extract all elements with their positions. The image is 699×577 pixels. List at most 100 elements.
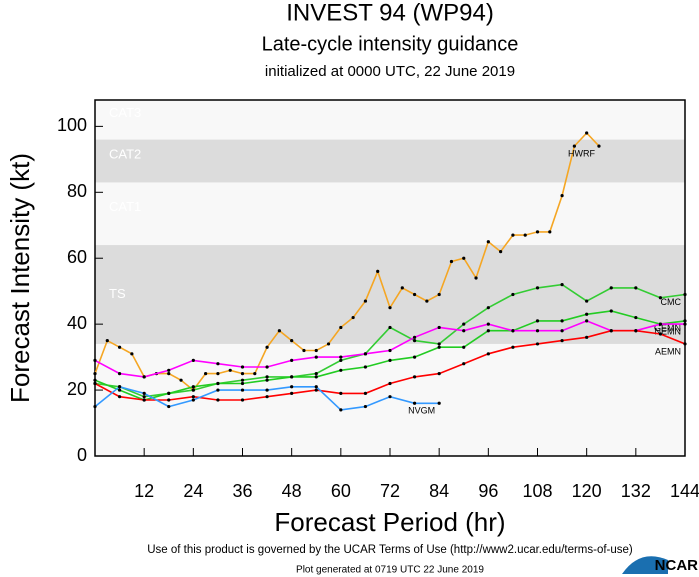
data-point (339, 358, 343, 363)
data-point (339, 368, 343, 372)
band-label: CAT3 (109, 105, 141, 120)
data-point (609, 329, 613, 333)
x-tick-label: 12 (134, 481, 154, 501)
data-point (290, 385, 294, 389)
data-point (412, 339, 417, 343)
data-point (265, 345, 269, 349)
data-point (511, 292, 515, 297)
intensity-band (95, 245, 685, 344)
data-point (93, 378, 97, 382)
data-point (265, 378, 269, 382)
data-point (437, 401, 441, 405)
data-point (142, 398, 146, 402)
series-label: NVGM (408, 406, 435, 416)
data-point (339, 325, 343, 330)
data-point (388, 348, 392, 353)
data-point (474, 276, 478, 280)
data-point (683, 319, 687, 323)
data-point (462, 329, 466, 333)
data-point (511, 345, 515, 349)
data-point (314, 375, 318, 379)
data-point (339, 408, 343, 412)
data-point (290, 391, 294, 395)
data-point (511, 329, 515, 333)
data-point (290, 339, 294, 343)
data-point (437, 371, 441, 376)
data-point (302, 348, 306, 353)
data-point (388, 358, 392, 363)
x-axis-title: Forecast Period (hr) (274, 507, 505, 537)
intensity-band (95, 139, 685, 183)
data-point (290, 375, 294, 379)
data-point (363, 404, 368, 409)
y-tick-label: 20 (67, 379, 87, 399)
band-label: CAT1 (109, 199, 141, 214)
series-label: AEMN (655, 346, 681, 356)
data-point (585, 335, 589, 339)
data-point (167, 404, 171, 409)
data-point (412, 355, 417, 359)
data-point (634, 315, 638, 320)
x-tick-label: 84 (429, 481, 449, 501)
series-line (94, 131, 600, 392)
data-point (240, 398, 245, 402)
data-point (167, 391, 171, 395)
data-point (535, 286, 540, 290)
logo-mark (622, 556, 668, 574)
y-tick-label: 0 (77, 445, 87, 465)
data-point (277, 329, 281, 333)
data-point (191, 388, 195, 392)
data-point (216, 398, 220, 402)
data-point (240, 371, 245, 376)
data-point (462, 322, 466, 326)
data-point (191, 398, 195, 402)
data-point (388, 395, 392, 399)
data-point (388, 381, 392, 386)
data-point (437, 292, 441, 297)
data-point (314, 385, 318, 389)
logo: NCAR (655, 557, 698, 574)
data-point (437, 325, 441, 330)
x-tick-label: 108 (522, 481, 552, 501)
data-point (240, 388, 245, 392)
data-point (167, 371, 171, 376)
data-point (572, 144, 576, 148)
data-point (683, 322, 687, 326)
data-point (486, 352, 490, 356)
y-axis-title: Forecast Intensity (kt) (5, 153, 35, 403)
data-point (191, 395, 195, 399)
data-point (412, 401, 417, 405)
data-point (597, 144, 601, 148)
data-point (339, 391, 343, 395)
x-tick-label: 24 (183, 481, 203, 501)
data-point (437, 342, 441, 346)
data-point (511, 233, 515, 237)
data-point (339, 355, 343, 359)
data-point (548, 230, 552, 234)
intensity-band (95, 100, 685, 140)
y-tick-label: 100 (57, 115, 87, 135)
data-point (560, 339, 564, 343)
data-point (117, 385, 122, 389)
data-point (290, 358, 294, 363)
data-point (400, 286, 404, 290)
data-point (658, 332, 663, 336)
data-point (683, 342, 687, 346)
data-point (363, 391, 368, 395)
data-point (560, 319, 564, 323)
data-point (117, 395, 122, 399)
data-point (486, 240, 490, 244)
data-point (658, 322, 663, 326)
data-point (351, 315, 355, 320)
data-point (167, 398, 171, 402)
data-point (93, 358, 97, 363)
data-point (585, 131, 589, 135)
data-point (486, 306, 490, 310)
data-point (437, 345, 441, 349)
data-point (376, 269, 380, 274)
data-point (314, 348, 318, 353)
data-point (191, 358, 195, 363)
data-point (191, 385, 195, 389)
x-tick-label: 144 (670, 481, 699, 501)
